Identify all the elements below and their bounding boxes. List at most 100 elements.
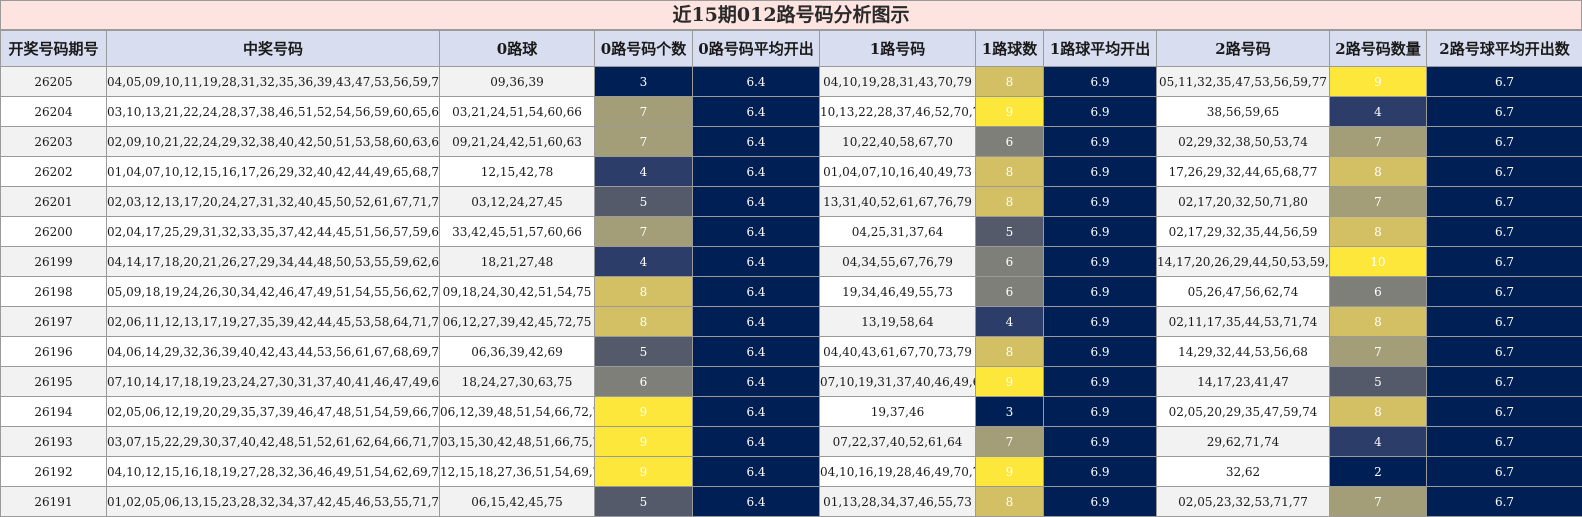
route0-count-cell: 9: [594, 396, 693, 427]
route0-avg-cell: 6.4: [692, 66, 820, 97]
route2-avg-cell: 6.7: [1426, 66, 1582, 97]
route0-count-cell: 9: [594, 456, 693, 487]
route0-avg-cell: 6.4: [692, 456, 820, 487]
route2-avg-cell: 6.7: [1426, 336, 1582, 367]
route1-balls-cell: 04,10,19,28,31,43,70,79: [819, 66, 976, 97]
route1-avg-cell: 6.9: [1043, 156, 1157, 187]
route0-balls-cell: 06,12,39,48,51,54,66,72,78: [439, 396, 595, 427]
route0-count-cell: 9: [594, 426, 693, 457]
period-cell: 26202: [0, 156, 107, 187]
route1-avg-cell: 6.9: [1043, 276, 1157, 307]
winning-numbers-cell: 02,04,17,25,29,31,32,33,35,37,42,44,45,5…: [106, 216, 440, 247]
route1-avg-cell: 6.9: [1043, 126, 1157, 157]
route2-balls-cell: 02,05,23,32,53,71,77: [1156, 486, 1330, 517]
winning-numbers-cell: 05,09,18,19,24,26,30,34,42,46,47,49,51,5…: [106, 276, 440, 307]
route1-balls-cell: 07,10,19,31,37,40,46,49,64: [819, 366, 976, 397]
route2-count-cell: 8: [1329, 216, 1427, 247]
period-cell: 26192: [0, 456, 107, 487]
header-route1-avg: 1路球平均开出: [1043, 30, 1157, 67]
route1-count-cell: 8: [975, 66, 1044, 97]
route1-count-cell: 8: [975, 336, 1044, 367]
winning-numbers-cell: 02,03,12,13,17,20,24,27,31,32,40,45,50,5…: [106, 186, 440, 217]
route0-avg-cell: 6.4: [692, 426, 820, 457]
winning-numbers-cell: 03,10,13,21,22,24,28,37,38,46,51,52,54,5…: [106, 96, 440, 127]
header-period: 开奖号码期号: [0, 30, 107, 67]
route1-avg-cell: 6.9: [1043, 96, 1157, 127]
winning-numbers-cell: 02,05,06,12,19,20,29,35,37,39,46,47,48,5…: [106, 396, 440, 427]
route1-balls-cell: 19,34,46,49,55,73: [819, 276, 976, 307]
route0-balls-cell: 18,24,27,30,63,75: [439, 366, 595, 397]
route0-count-cell: 4: [594, 246, 693, 277]
route0-balls-cell: 03,21,24,51,54,60,66: [439, 96, 595, 127]
route0-count-cell: 7: [594, 96, 693, 127]
route1-balls-cell: 04,34,55,67,76,79: [819, 246, 976, 277]
route0-count-cell: 7: [594, 216, 693, 247]
route1-balls-cell: 01,04,07,10,16,40,49,73: [819, 156, 976, 187]
route1-avg-cell: 6.9: [1043, 306, 1157, 337]
route1-count-cell: 9: [975, 96, 1044, 127]
table-row: 26202 01,04,07,10,12,15,16,17,26,29,32,40…: [0, 156, 1582, 187]
route2-count-cell: 7: [1329, 336, 1427, 367]
route1-balls-cell: 04,40,43,61,67,70,73,79: [819, 336, 976, 367]
route1-balls-cell: 04,10,16,19,28,46,49,70,73: [819, 456, 976, 487]
route0-count-cell: 5: [594, 336, 693, 367]
route0-count-cell: 4: [594, 156, 693, 187]
route2-avg-cell: 6.7: [1426, 306, 1582, 337]
route2-balls-cell: 05,26,47,56,62,74: [1156, 276, 1330, 307]
route1-count-cell: 6: [975, 126, 1044, 157]
route1-avg-cell: 6.9: [1043, 246, 1157, 277]
route2-count-cell: 8: [1329, 306, 1427, 337]
route2-balls-cell: 02,17,20,32,50,71,80: [1156, 186, 1330, 217]
route2-avg-cell: 6.7: [1426, 456, 1582, 487]
route2-balls-cell: 14,17,23,41,47: [1156, 366, 1330, 397]
route0-balls-cell: 09,21,24,42,51,60,63: [439, 126, 595, 157]
route1-balls-cell: 19,37,46: [819, 396, 976, 427]
route2-balls-cell: 02,17,29,32,35,44,56,59: [1156, 216, 1330, 247]
route2-avg-cell: 6.7: [1426, 186, 1582, 217]
route2-avg-cell: 6.7: [1426, 126, 1582, 157]
route1-avg-cell: 6.9: [1043, 186, 1157, 217]
header-route0-count: 0路号码个数: [594, 30, 693, 67]
period-cell: 26198: [0, 276, 107, 307]
table-body: 26205 04,05,09,10,11,19,28,31,32,35,36,39…: [0, 66, 1582, 517]
header-route2-balls: 2路号码: [1156, 30, 1330, 67]
route2-avg-cell: 6.7: [1426, 366, 1582, 397]
route0-count-cell: 3: [594, 66, 693, 97]
period-cell: 26201: [0, 186, 107, 217]
analysis-table: 开奖号码期号 中奖号码 0路球 0路号码个数 0路号码平均开出 1路号码 1路球…: [0, 30, 1582, 517]
route0-balls-cell: 09,36,39: [439, 66, 595, 97]
winning-numbers-cell: 04,10,12,15,16,18,19,27,28,32,36,46,49,5…: [106, 456, 440, 487]
route1-avg-cell: 6.9: [1043, 486, 1157, 517]
route2-avg-cell: 6.7: [1426, 216, 1582, 247]
winning-numbers-cell: 04,14,17,18,20,21,26,27,29,34,44,48,50,5…: [106, 246, 440, 277]
route1-count-cell: 9: [975, 456, 1044, 487]
table-row: 26196 04,06,14,29,32,36,39,40,42,43,44,53…: [0, 336, 1582, 367]
route2-balls-cell: 14,29,32,44,53,56,68: [1156, 336, 1330, 367]
route2-balls-cell: 17,26,29,32,44,65,68,77: [1156, 156, 1330, 187]
route2-avg-cell: 6.7: [1426, 486, 1582, 517]
route0-balls-cell: 12,15,18,27,36,51,54,69,75: [439, 456, 595, 487]
route2-avg-cell: 6.7: [1426, 156, 1582, 187]
route0-balls-cell: 06,12,27,39,42,45,72,75: [439, 306, 595, 337]
route2-count-cell: 8: [1329, 396, 1427, 427]
route0-count-cell: 8: [594, 306, 693, 337]
route1-count-cell: 9: [975, 366, 1044, 397]
winning-numbers-cell: 04,06,14,29,32,36,39,40,42,43,44,53,56,6…: [106, 336, 440, 367]
route1-balls-cell: 01,13,28,34,37,46,55,73: [819, 486, 976, 517]
route0-balls-cell: 03,12,24,27,45: [439, 186, 595, 217]
route2-count-cell: 4: [1329, 96, 1427, 127]
route2-balls-cell: 32,62: [1156, 456, 1330, 487]
route0-avg-cell: 6.4: [692, 276, 820, 307]
period-cell: 26200: [0, 216, 107, 247]
table-row: 26191 01,02,05,06,13,15,23,28,32,34,37,42…: [0, 486, 1582, 517]
route2-count-cell: 2: [1329, 456, 1427, 487]
table-row: 26195 07,10,14,17,18,19,23,24,27,30,31,37…: [0, 366, 1582, 397]
route0-avg-cell: 6.4: [692, 306, 820, 337]
route1-avg-cell: 6.9: [1043, 426, 1157, 457]
route1-count-cell: 4: [975, 306, 1044, 337]
route1-count-cell: 5: [975, 216, 1044, 247]
route1-avg-cell: 6.9: [1043, 66, 1157, 97]
period-cell: 26199: [0, 246, 107, 277]
route1-avg-cell: 6.9: [1043, 396, 1157, 427]
